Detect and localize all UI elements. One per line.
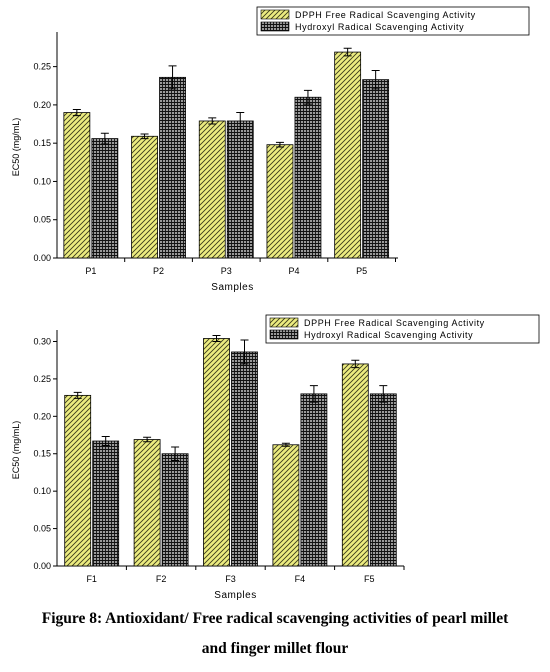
y-tick-label: 0.15 bbox=[33, 449, 51, 459]
bar-diagonal-hatch-P2 bbox=[131, 135, 158, 259]
error-bar-F4 bbox=[281, 442, 290, 447]
finger-millet-chart: 0.00 0.05 0.10 0.15 0.20 0.25 0.30 F1 F2 F3 F4 F5 Sa… bbox=[11, 314, 540, 600]
caption-line-1: Figure 8: Antioxidant/ Free radical scav… bbox=[41, 610, 509, 627]
bar-crosshatch-P5 bbox=[362, 79, 390, 259]
x-tick-label: P2 bbox=[153, 266, 164, 276]
x-tick-label: F4 bbox=[295, 574, 306, 584]
legend-label: DPPH Free Radical Scavenging Activity bbox=[295, 10, 476, 20]
bar-diagonal-hatch-F5 bbox=[341, 363, 369, 567]
x-tick-label: P4 bbox=[288, 266, 299, 276]
y-tick-label: 0.15 bbox=[33, 138, 51, 148]
bar-crosshatch-F1 bbox=[92, 440, 120, 567]
figure-caption: Figure 8: Antioxidant/ Free radical scav… bbox=[0, 604, 550, 664]
y-tick-label: 0.20 bbox=[33, 411, 51, 421]
bar-crosshatch-F5 bbox=[369, 393, 397, 567]
bar-crosshatch-P3 bbox=[226, 120, 254, 259]
x-axis-title: Samples bbox=[211, 282, 253, 293]
error-bar-P2 bbox=[168, 65, 177, 90]
error-bar-F3 bbox=[212, 334, 221, 342]
bar-diagonal-hatch-F3 bbox=[203, 338, 230, 567]
legend-box bbox=[265, 314, 540, 344]
y-tick-label: 0.05 bbox=[33, 215, 51, 225]
x-tick-label: F5 bbox=[364, 574, 375, 584]
bar-crosshatch-F2 bbox=[161, 453, 189, 567]
y-tick-label: 0.00 bbox=[33, 253, 51, 263]
error-bar-F2 bbox=[171, 446, 180, 461]
x-tick-label: P3 bbox=[221, 266, 232, 276]
error-bar-P1 bbox=[72, 108, 81, 117]
pearl-millet-chart: 0.00 0.05 0.10 0.15 0.20 0.25 P1 P2 P3 P4 P5 Sample… bbox=[11, 6, 530, 293]
y-tick-label: 0.25 bbox=[33, 62, 51, 72]
x-tick-label: F3 bbox=[225, 574, 236, 584]
error-bar-F5 bbox=[379, 385, 388, 403]
caption-line-2: and finger millet flour bbox=[201, 640, 349, 657]
y-axis-title: EC50 (mg/mL) bbox=[11, 118, 21, 177]
error-bar-F3 bbox=[240, 339, 249, 365]
bar-diagonal-hatch-F2 bbox=[133, 439, 161, 567]
legend-box bbox=[256, 6, 530, 36]
bar-diagonal-hatch-P5 bbox=[334, 51, 362, 259]
bar-diagonal-hatch-P3 bbox=[198, 120, 226, 259]
bar-crosshatch-P4 bbox=[294, 96, 322, 259]
error-bar-F5 bbox=[351, 359, 360, 369]
bar-crosshatch-F4 bbox=[300, 393, 328, 567]
legend-label: Hydroxyl Radical Scavenging Activity bbox=[295, 22, 464, 32]
error-bar-F4 bbox=[309, 385, 318, 403]
x-tick-label: P5 bbox=[356, 266, 367, 276]
legend-label: Hydroxyl Radical Scavenging Activity bbox=[304, 330, 473, 340]
x-tick-label: P1 bbox=[85, 266, 96, 276]
y-tick-label: 0.20 bbox=[33, 100, 51, 110]
x-tick-label: F2 bbox=[156, 574, 167, 584]
error-bar-F2 bbox=[143, 436, 152, 443]
y-axis-title: EC50 (mg/mL) bbox=[11, 421, 21, 480]
bar-crosshatch-F3 bbox=[231, 351, 258, 567]
legend-swatch-crosshatch bbox=[260, 21, 290, 32]
x-tick-label: F1 bbox=[86, 574, 97, 584]
bar-diagonal-hatch-P4 bbox=[266, 144, 294, 259]
error-bar-P2 bbox=[140, 133, 149, 140]
bar-diagonal-hatch-F1 bbox=[64, 394, 92, 567]
legend-swatch-diagonal-hatch bbox=[260, 9, 290, 20]
y-tick-label: 0.30 bbox=[33, 336, 51, 346]
legend-swatch-crosshatch bbox=[269, 329, 299, 340]
legend-swatch-diagonal-hatch bbox=[269, 317, 299, 328]
y-tick-label: 0.25 bbox=[33, 374, 51, 384]
legend-label: DPPH Free Radical Scavenging Activity bbox=[304, 318, 485, 328]
bar-crosshatch-P1 bbox=[91, 138, 119, 259]
error-bar-F1 bbox=[101, 436, 110, 447]
error-bar-P3 bbox=[236, 112, 245, 130]
error-bar-P5 bbox=[343, 47, 352, 57]
error-bar-P1 bbox=[100, 132, 109, 145]
y-tick-label: 0.05 bbox=[33, 524, 51, 534]
error-bar-P5 bbox=[371, 69, 380, 90]
y-tick-label: 0.10 bbox=[33, 486, 51, 496]
bar-diagonal-hatch-F4 bbox=[272, 444, 300, 567]
x-axis-title: Samples bbox=[214, 590, 256, 600]
bar-crosshatch-P2 bbox=[159, 76, 186, 259]
error-bar-P3 bbox=[208, 117, 217, 125]
y-tick-label: 0.10 bbox=[33, 176, 51, 186]
bar-diagonal-hatch-P1 bbox=[63, 112, 91, 259]
y-tick-label: 0.00 bbox=[33, 561, 51, 571]
error-bar-F1 bbox=[73, 391, 82, 399]
error-bar-P4 bbox=[303, 89, 312, 105]
error-bar-P4 bbox=[275, 141, 284, 148]
